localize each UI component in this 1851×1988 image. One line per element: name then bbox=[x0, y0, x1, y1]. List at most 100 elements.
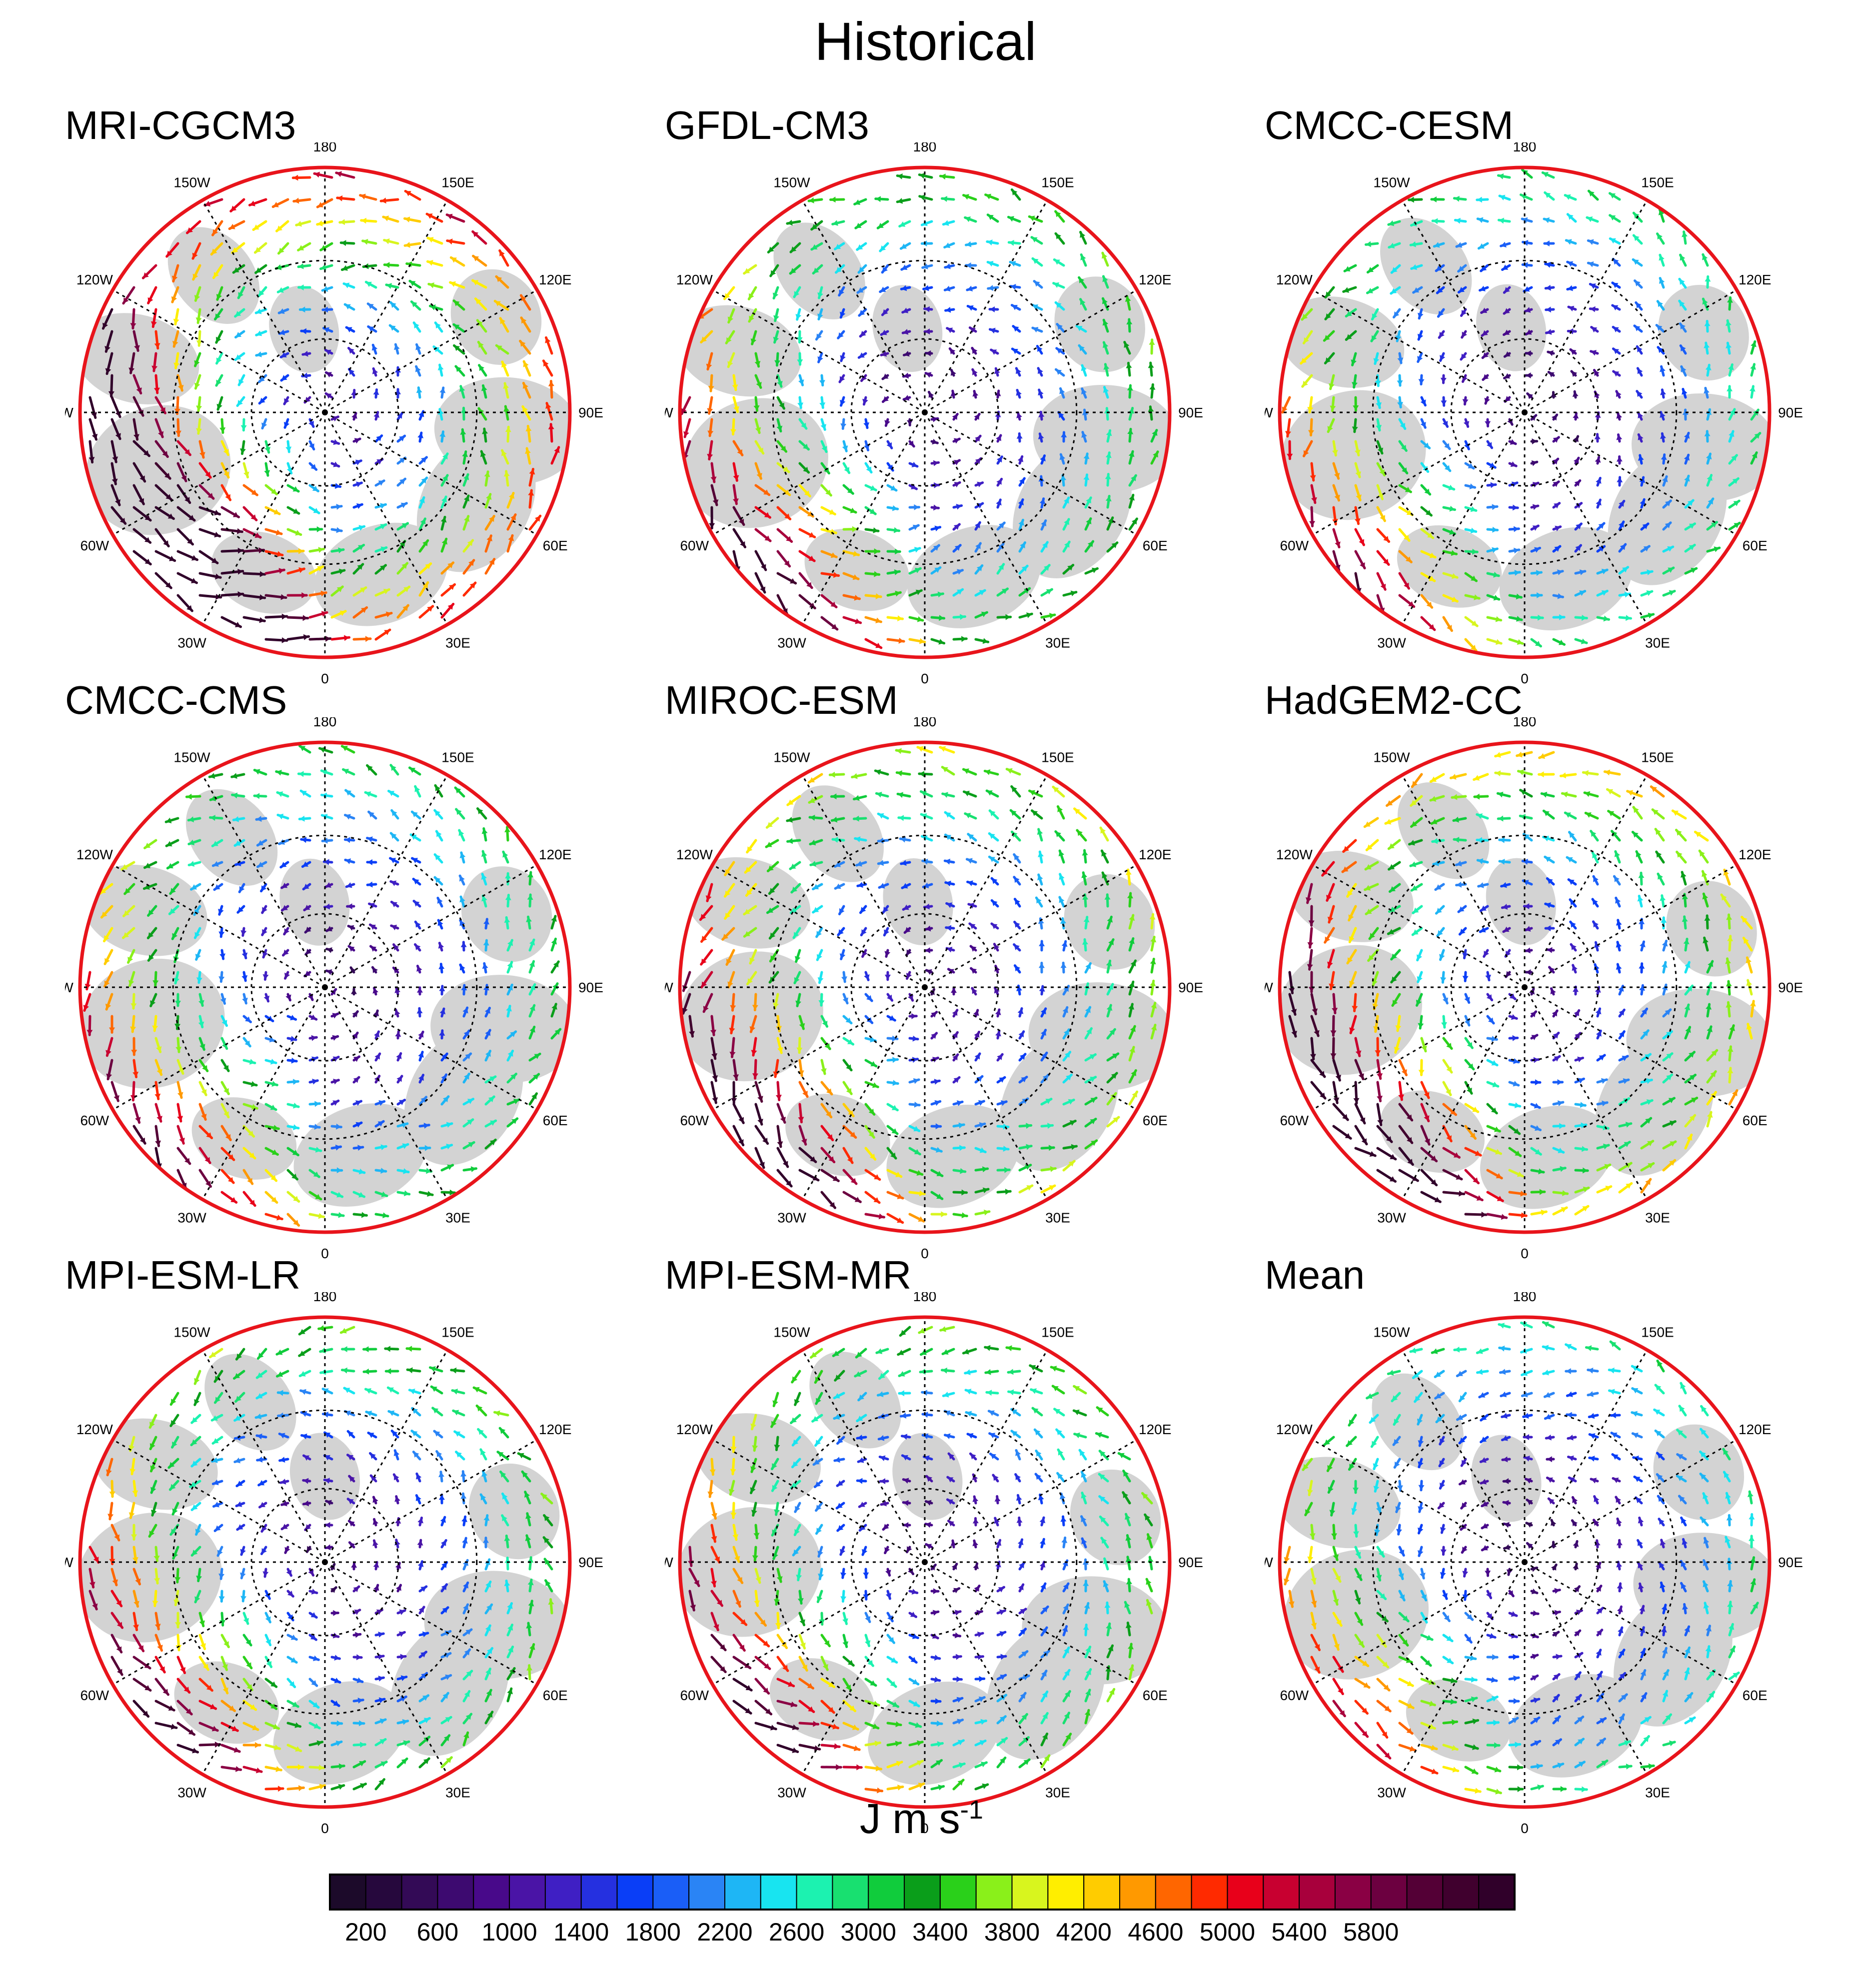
flux-arrow bbox=[1146, 1599, 1153, 1615]
flux-arrow bbox=[1395, 330, 1402, 342]
flux-arrow bbox=[362, 1346, 377, 1353]
flux-arrow bbox=[1574, 1738, 1585, 1747]
meridian-line bbox=[1524, 774, 1648, 988]
flux-arrow bbox=[786, 795, 801, 806]
flux-arrow bbox=[1346, 883, 1357, 898]
colorbar-tick-label: 5000 bbox=[1200, 1918, 1255, 1946]
flux-arrow bbox=[1417, 1414, 1423, 1426]
meridian-line bbox=[1524, 411, 1738, 536]
flux-arrow bbox=[173, 308, 179, 326]
flux-arrow bbox=[1420, 1744, 1438, 1751]
flux-arrow bbox=[174, 993, 181, 1007]
flux-arrow bbox=[242, 1722, 259, 1731]
flux-arrow bbox=[798, 484, 811, 498]
flux-arrow bbox=[1750, 432, 1762, 443]
longitude-label: 30W bbox=[777, 1785, 806, 1801]
meridian-line bbox=[324, 1349, 448, 1563]
colorbar-swatch bbox=[401, 1874, 438, 1910]
flux-arrow bbox=[730, 418, 737, 436]
flux-arrow bbox=[123, 883, 135, 895]
flux-arrow bbox=[918, 194, 933, 201]
flux-arrow bbox=[410, 300, 421, 311]
flux-arrow bbox=[1384, 817, 1401, 825]
flux-arrow bbox=[198, 462, 212, 479]
flux-arrow bbox=[1486, 482, 1497, 488]
flux-arrow bbox=[283, 971, 290, 980]
longitude-label: 120E bbox=[1139, 847, 1171, 862]
flux-arrow bbox=[1500, 241, 1511, 248]
flux-arrow bbox=[908, 1740, 924, 1747]
flux-arrow bbox=[528, 1073, 540, 1084]
colorbar-swatch bbox=[1191, 1874, 1228, 1910]
longitude-label: 150E bbox=[1041, 174, 1074, 190]
flux-arrow bbox=[198, 1634, 206, 1651]
flux-arrow bbox=[506, 1030, 517, 1040]
flux-arrow bbox=[1442, 1103, 1458, 1116]
flux-arrow bbox=[984, 1369, 999, 1375]
flux-arrow bbox=[1728, 477, 1740, 487]
flux-arrow bbox=[291, 174, 311, 181]
flux-arrow bbox=[930, 525, 942, 531]
flux-arrow bbox=[798, 1744, 821, 1752]
flux-arrow bbox=[1618, 1122, 1633, 1128]
flux-arrow bbox=[1128, 937, 1135, 952]
flux-arrow bbox=[798, 594, 816, 610]
meridian-line bbox=[712, 864, 925, 988]
flux-arrow bbox=[384, 1368, 399, 1375]
flux-arrow bbox=[908, 1213, 925, 1223]
flux-arrow bbox=[786, 838, 801, 844]
flux-arrow bbox=[1552, 1763, 1565, 1769]
flux-arrow bbox=[458, 874, 465, 886]
flux-arrow bbox=[1530, 504, 1540, 510]
flux-arrow bbox=[1352, 374, 1358, 389]
flux-arrow bbox=[834, 883, 845, 890]
flux-arrow bbox=[772, 1392, 779, 1408]
flux-arrow bbox=[906, 971, 912, 980]
flux-arrow bbox=[1650, 785, 1665, 798]
flux-arrow bbox=[1544, 855, 1555, 864]
flux-arrow bbox=[1307, 927, 1314, 949]
flux-arrow bbox=[974, 481, 984, 487]
flux-arrow bbox=[264, 1612, 271, 1624]
flux-arrow bbox=[215, 330, 223, 344]
flux-arrow bbox=[864, 1722, 880, 1730]
flux-arrow bbox=[988, 306, 999, 312]
flux-arrow bbox=[1618, 1740, 1632, 1747]
flux-arrow bbox=[995, 1539, 1002, 1549]
flux-arrow bbox=[176, 594, 193, 612]
flux-arrow bbox=[899, 242, 911, 250]
flux-arrow bbox=[1058, 896, 1065, 908]
flux-arrow bbox=[154, 1568, 160, 1585]
flux-arrow bbox=[1420, 572, 1436, 582]
flux-arrow bbox=[1728, 408, 1736, 421]
flux-arrow bbox=[1725, 1492, 1731, 1505]
flux-arrow bbox=[132, 1612, 139, 1632]
flux-arrow bbox=[790, 883, 801, 894]
flux-arrow bbox=[149, 993, 157, 1008]
flux-arrow bbox=[1084, 1709, 1091, 1725]
flux-arrow bbox=[1564, 194, 1577, 201]
flux-arrow bbox=[1476, 217, 1489, 223]
flux-arrow bbox=[830, 793, 845, 800]
flux-arrow bbox=[262, 971, 269, 981]
flux-arrow bbox=[1346, 949, 1357, 965]
flux-arrow bbox=[1366, 286, 1379, 294]
flux-arrow bbox=[506, 939, 513, 952]
flux-arrow bbox=[1583, 791, 1599, 798]
flux-arrow bbox=[1398, 1125, 1414, 1144]
flux-arrow bbox=[1435, 905, 1445, 915]
panel-title: MPI-ESM-LR bbox=[65, 1253, 301, 1297]
flux-arrow bbox=[1618, 1763, 1633, 1770]
flux-arrow bbox=[1348, 1414, 1357, 1427]
flux-arrow bbox=[1661, 1626, 1667, 1637]
flux-arrow bbox=[807, 773, 823, 784]
flux-arrow bbox=[858, 1502, 867, 1508]
flux-arrow bbox=[264, 1678, 278, 1688]
flux-arrow bbox=[324, 348, 333, 355]
flux-arrow bbox=[817, 286, 823, 299]
flux-arrow bbox=[286, 1568, 292, 1577]
flux-arrow bbox=[1376, 1744, 1392, 1760]
flux-arrow bbox=[1618, 1713, 1625, 1725]
flux-arrow bbox=[864, 638, 883, 649]
flux-arrow bbox=[379, 197, 399, 204]
